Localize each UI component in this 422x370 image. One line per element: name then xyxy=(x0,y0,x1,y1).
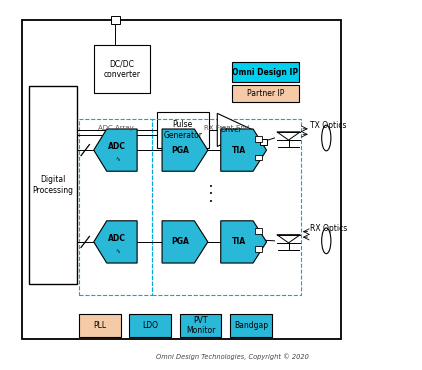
Text: RX Optics: RX Optics xyxy=(310,224,347,233)
Text: ∿: ∿ xyxy=(115,157,120,162)
Bar xyxy=(157,112,209,148)
Text: ∿: ∿ xyxy=(115,249,120,254)
Bar xyxy=(152,119,301,295)
Text: Omni Design IP: Omni Design IP xyxy=(233,68,298,77)
Text: ADC: ADC xyxy=(108,142,126,151)
Text: Digital
Processing: Digital Processing xyxy=(32,175,73,195)
Polygon shape xyxy=(221,129,267,171)
Text: PVT
Monitor: PVT Monitor xyxy=(186,316,215,335)
Bar xyxy=(260,139,267,145)
Bar xyxy=(79,313,121,337)
Text: RX Front-End: RX Front-End xyxy=(204,125,249,131)
Bar xyxy=(29,86,77,284)
Bar xyxy=(232,85,299,102)
Text: •: • xyxy=(209,199,213,205)
Text: DC/DC
converter: DC/DC converter xyxy=(103,60,141,79)
Bar xyxy=(255,246,262,252)
Text: PGA: PGA xyxy=(171,146,189,155)
Text: Partner IP: Partner IP xyxy=(247,89,284,98)
Bar xyxy=(111,16,120,24)
Bar xyxy=(255,155,262,161)
Polygon shape xyxy=(94,221,137,263)
Polygon shape xyxy=(221,221,267,263)
Polygon shape xyxy=(94,129,137,171)
Text: ADC: ADC xyxy=(108,234,126,243)
Bar xyxy=(22,20,341,339)
Text: Driver: Driver xyxy=(220,127,241,133)
Bar xyxy=(232,62,299,82)
Polygon shape xyxy=(162,221,208,263)
Bar xyxy=(255,136,262,142)
Polygon shape xyxy=(162,129,208,171)
Text: •: • xyxy=(209,184,213,190)
Text: TX Optics: TX Optics xyxy=(310,121,346,130)
Bar xyxy=(255,228,262,234)
Bar xyxy=(129,313,171,337)
Bar xyxy=(179,313,222,337)
Bar xyxy=(94,46,150,93)
Text: PLL: PLL xyxy=(93,321,106,330)
Text: TIA: TIA xyxy=(232,238,246,246)
Text: •: • xyxy=(209,191,213,197)
Bar xyxy=(230,313,272,337)
Text: LDO: LDO xyxy=(142,321,158,330)
Text: Bandgap: Bandgap xyxy=(234,321,268,330)
Bar xyxy=(79,119,152,295)
Text: Pulse
Generator: Pulse Generator xyxy=(163,120,202,139)
Text: ADC Array: ADC Array xyxy=(98,125,133,131)
Text: PGA: PGA xyxy=(171,238,189,246)
Polygon shape xyxy=(217,113,253,147)
Text: TIA: TIA xyxy=(232,146,246,155)
Text: Omni Design Technologies, Copyright © 2020: Omni Design Technologies, Copyright © 20… xyxy=(156,353,308,360)
